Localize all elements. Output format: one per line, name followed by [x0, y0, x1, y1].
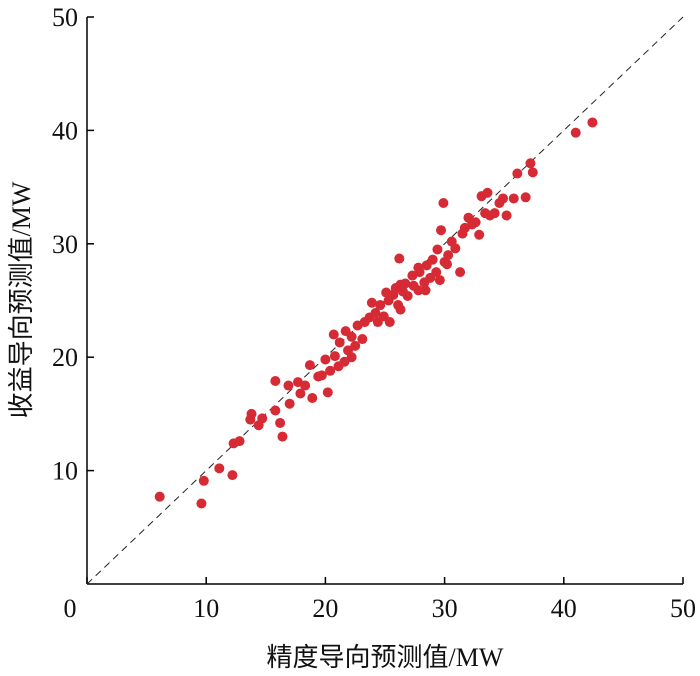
point	[402, 290, 413, 301]
point	[508, 193, 519, 204]
y-axis-label: 收益导向预测值/MW	[7, 181, 36, 418]
point	[339, 356, 350, 367]
point	[329, 351, 340, 362]
y-tick-label: 40	[52, 116, 78, 145]
point	[275, 417, 286, 428]
point	[427, 254, 438, 265]
point	[346, 352, 357, 363]
point	[498, 193, 509, 204]
point	[420, 285, 431, 296]
x-tick-label: 50	[670, 594, 696, 623]
point	[413, 285, 424, 296]
point	[375, 300, 386, 311]
point	[384, 317, 395, 328]
point	[470, 217, 481, 228]
x-tick-label: 0	[64, 594, 77, 623]
point	[441, 259, 452, 270]
point	[283, 380, 294, 391]
point	[436, 225, 447, 236]
point	[381, 287, 392, 298]
point	[432, 244, 443, 255]
point	[154, 491, 165, 502]
point	[316, 370, 327, 381]
point	[334, 337, 345, 348]
point	[257, 413, 268, 424]
point	[394, 253, 405, 264]
point	[474, 229, 485, 240]
point	[284, 398, 295, 409]
point	[246, 408, 257, 419]
x-axis-label: 精度导向预测值/MW	[267, 643, 504, 672]
y-tick-label: 20	[52, 343, 78, 372]
point	[443, 250, 454, 261]
point	[570, 127, 581, 138]
point	[270, 405, 281, 416]
point	[295, 388, 306, 399]
point	[366, 297, 377, 308]
x-tick-label: 30	[432, 594, 458, 623]
point	[214, 463, 225, 474]
point	[357, 334, 368, 345]
point	[322, 387, 333, 398]
point	[434, 275, 445, 286]
x-tick-label: 40	[551, 594, 577, 623]
point	[277, 431, 288, 442]
point	[512, 168, 523, 179]
y-tick-label: 10	[52, 457, 78, 486]
point	[525, 158, 536, 169]
y-tick-label: 50	[52, 3, 78, 32]
point	[438, 197, 449, 208]
point	[489, 208, 500, 219]
point	[198, 475, 209, 486]
point	[431, 267, 442, 278]
point	[340, 326, 351, 337]
point	[413, 262, 424, 273]
point	[370, 307, 381, 318]
point	[320, 354, 331, 365]
point	[520, 192, 531, 203]
x-tick-label: 10	[193, 594, 219, 623]
point	[325, 365, 336, 376]
point	[234, 436, 245, 447]
point	[300, 380, 311, 391]
x-tick-label: 20	[312, 594, 338, 623]
point	[350, 340, 361, 351]
point	[270, 376, 281, 387]
point	[482, 187, 493, 198]
point	[527, 167, 538, 178]
point	[587, 117, 598, 128]
point	[227, 470, 238, 481]
point	[328, 329, 339, 340]
point	[307, 393, 318, 404]
point	[450, 243, 461, 254]
y-tick-label: 30	[52, 230, 78, 259]
point	[395, 279, 406, 290]
point	[304, 360, 315, 371]
point	[196, 498, 207, 509]
point	[501, 210, 512, 221]
point	[455, 267, 466, 278]
point	[395, 304, 406, 315]
